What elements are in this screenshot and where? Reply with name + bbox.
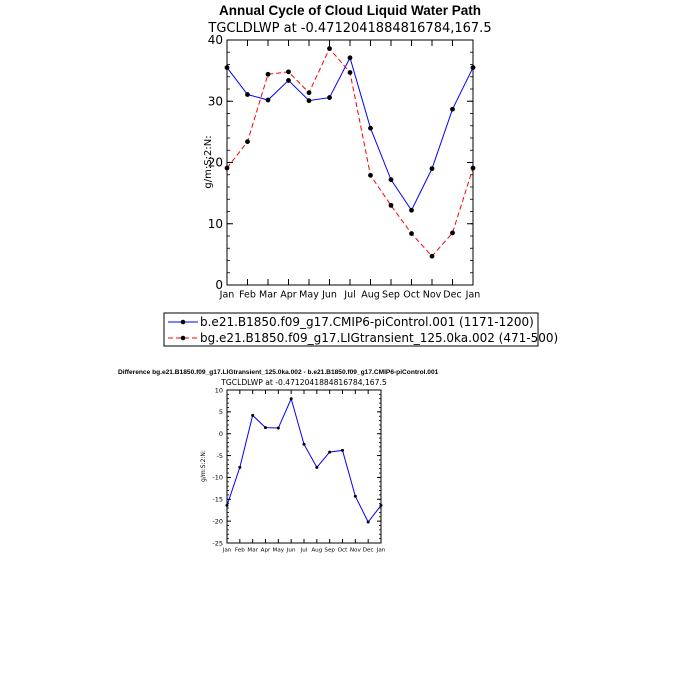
x-tick-label: Apr bbox=[261, 548, 271, 554]
data-point bbox=[315, 465, 319, 469]
chart2-subtitle: TGCLDLWP at -0.4712041884816784,167.5 bbox=[220, 378, 387, 387]
data-point bbox=[224, 65, 230, 70]
data-point bbox=[341, 448, 344, 452]
x-tick-label: Apr bbox=[280, 290, 297, 301]
legend-marker-2 bbox=[180, 335, 186, 341]
chart2-ylabel: g/m:S:2:N: bbox=[200, 450, 207, 482]
data-point bbox=[409, 231, 414, 236]
x-tick-label: Sep bbox=[382, 290, 400, 301]
series-line-2 bbox=[226, 47, 474, 257]
legend-box bbox=[163, 312, 539, 347]
data-point bbox=[306, 98, 312, 104]
data-point bbox=[225, 503, 229, 507]
legend-label-2: bg.e21.B1850.f09_g17.LIGtransient_125.0k… bbox=[200, 331, 558, 345]
x-tick-label: Nov bbox=[423, 290, 442, 301]
y-tick-label: -10 bbox=[212, 474, 223, 482]
y-tick-label: 10 bbox=[208, 217, 223, 231]
data-point bbox=[264, 426, 267, 430]
y-tick-label: 20 bbox=[208, 156, 223, 170]
x-tick-label: Aug bbox=[311, 548, 322, 554]
x-tick-label: Jan bbox=[222, 548, 232, 554]
data-point bbox=[302, 442, 306, 446]
x-tick-label: Feb bbox=[239, 290, 256, 301]
data-point bbox=[347, 55, 353, 61]
y-tick-label: 0 bbox=[219, 430, 223, 438]
x-tick-label: Jun bbox=[321, 290, 337, 301]
data-point bbox=[265, 71, 271, 77]
x-tick-label: May bbox=[299, 290, 319, 301]
x-tick-label: Jul bbox=[300, 548, 308, 554]
y-tick-label: 0 bbox=[215, 278, 223, 292]
y-tick-label: -15 bbox=[212, 496, 223, 504]
data-point bbox=[347, 70, 353, 75]
data-point bbox=[450, 106, 455, 112]
y-tick-label: -20 bbox=[212, 517, 223, 525]
x-tick-label: Nov bbox=[350, 548, 362, 554]
data-point bbox=[368, 125, 373, 131]
x-tick-label: Dec bbox=[443, 290, 461, 301]
x-tick-label: Dec bbox=[363, 548, 374, 554]
chart1-ylabel: g/m:S:2:N: bbox=[203, 135, 214, 188]
y-tick-label: 5 bbox=[219, 408, 223, 416]
x-tick-label: Jan bbox=[465, 290, 481, 301]
data-point bbox=[238, 465, 242, 469]
x-tick-label: Jun bbox=[286, 548, 296, 554]
x-tick-label: Sep bbox=[324, 548, 335, 554]
legend-label-1: b.e21.B1850.f09_g17.CMIP6-piControl.001 … bbox=[200, 315, 534, 329]
x-tick-label: Mar bbox=[247, 548, 258, 554]
y-tick-label: 30 bbox=[208, 94, 223, 108]
data-point bbox=[388, 177, 394, 183]
series-line-1 bbox=[226, 397, 382, 523]
x-tick-label: Jan bbox=[219, 290, 235, 301]
data-point bbox=[265, 97, 271, 103]
data-point bbox=[224, 165, 230, 171]
data-point bbox=[450, 230, 455, 236]
data-point bbox=[286, 69, 291, 75]
data-point bbox=[289, 397, 293, 401]
data-point bbox=[470, 165, 476, 171]
data-point bbox=[251, 413, 255, 417]
x-tick-label: May bbox=[273, 548, 285, 554]
data-point bbox=[409, 207, 414, 213]
y-tick-label: -25 bbox=[212, 539, 223, 547]
x-tick-label: Jul bbox=[343, 290, 355, 301]
data-point bbox=[306, 90, 312, 96]
data-point bbox=[368, 172, 373, 178]
data-point bbox=[388, 202, 394, 208]
x-tick-label: Mar bbox=[259, 290, 277, 301]
plot-frame bbox=[226, 389, 382, 544]
series-line-1 bbox=[226, 56, 474, 212]
x-tick-label: Aug bbox=[361, 290, 380, 301]
chart1-plot: 0 10 20 30 40 Jan Feb Mar Apr May Jun Jul Aug Sep Oct N… bbox=[208, 33, 481, 300]
chart1-subtitle: TGCLDLWP at -0.4712041884816784,167.5 bbox=[207, 21, 491, 36]
y-tick-label: 40 bbox=[208, 33, 223, 47]
x-tick-label: Oct bbox=[403, 290, 420, 301]
data-point bbox=[353, 494, 357, 498]
x-tick-label: Jan bbox=[376, 548, 386, 554]
y-tick-label: -5 bbox=[217, 452, 223, 460]
chart1-legend: b.e21.B1850.f09_g17.CMIP6-piControl.001 … bbox=[163, 312, 558, 347]
data-point bbox=[328, 450, 332, 454]
x-tick-label: Feb bbox=[235, 548, 245, 554]
chart2-title: Difference bg.e21.B1850.f09_g17.LIGtrans… bbox=[118, 369, 439, 376]
data-point bbox=[379, 503, 383, 507]
data-point bbox=[429, 253, 435, 259]
chart1-title: Annual Cycle of Cloud Liquid Water Path bbox=[219, 3, 481, 18]
data-point bbox=[327, 95, 332, 100]
x-tick-label: Oct bbox=[338, 548, 348, 554]
data-point bbox=[470, 65, 476, 70]
data-point bbox=[245, 139, 250, 145]
data-point bbox=[245, 92, 250, 97]
data-point bbox=[276, 426, 280, 430]
data-point bbox=[327, 46, 332, 51]
plot-frame bbox=[226, 39, 474, 286]
data-point bbox=[366, 520, 370, 524]
data-point bbox=[286, 78, 291, 83]
data-point bbox=[429, 166, 435, 172]
legend-marker-1 bbox=[180, 319, 186, 325]
y-tick-label: 10 bbox=[215, 386, 223, 394]
